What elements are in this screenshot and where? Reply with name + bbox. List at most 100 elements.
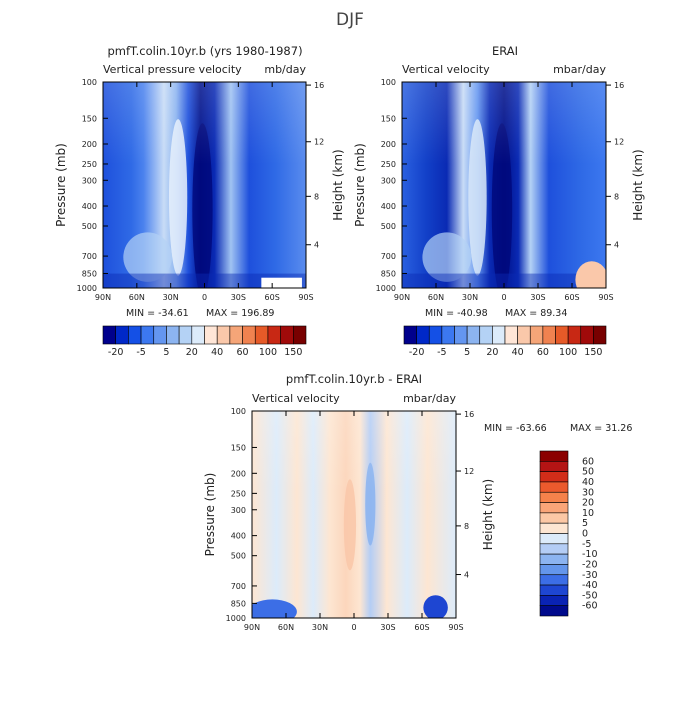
y-right-tick-label: 12 bbox=[314, 138, 324, 147]
colorbar-label: -10 bbox=[582, 549, 598, 560]
y-tick-label: 200 bbox=[231, 469, 246, 478]
y-tick-label: 300 bbox=[231, 506, 246, 515]
field-shade bbox=[252, 411, 456, 618]
colorbar-swatch bbox=[567, 325, 582, 345]
colorbar-swatch bbox=[492, 325, 506, 345]
y-right-tick-label: 16 bbox=[614, 81, 624, 90]
panel-title: ERAI bbox=[492, 44, 518, 58]
min-label: MIN = -40.98 bbox=[425, 308, 488, 319]
panel-subtitle: Vertical velocity bbox=[402, 63, 490, 76]
min-label: MIN = -63.66 bbox=[484, 423, 547, 434]
y-right-axis-label: Height (km) bbox=[631, 149, 645, 220]
colorbar-swatch bbox=[166, 325, 180, 345]
panel-units: mb/day bbox=[264, 63, 306, 76]
colorbar-swatch bbox=[102, 325, 116, 345]
colorbar-swatch bbox=[242, 325, 256, 345]
colorbar-swatch bbox=[517, 325, 531, 345]
colorbar-label: -5 bbox=[582, 539, 591, 550]
field-shade bbox=[402, 82, 606, 288]
colorbar-label: 60 bbox=[537, 347, 549, 358]
y-tick-label: 400 bbox=[82, 202, 97, 211]
y-tick-label: 700 bbox=[82, 252, 97, 261]
y-right-tick-label: 4 bbox=[314, 241, 319, 250]
x-tick-label: 60N bbox=[428, 293, 444, 302]
colorbar-swatch bbox=[593, 325, 607, 345]
colorbar-label: 100 bbox=[259, 347, 277, 358]
colorbar: -20 -5 5 20 40 60 100 150 bbox=[403, 325, 607, 358]
y-tick-label: 150 bbox=[381, 114, 396, 123]
y-tick-label: 1000 bbox=[226, 614, 246, 623]
colorbar-swatch bbox=[580, 325, 594, 345]
colorbar-label: 40 bbox=[512, 347, 524, 358]
x-tick-label: 30N bbox=[163, 293, 179, 302]
y-tick-label: 500 bbox=[231, 552, 246, 561]
colorbar-swatch bbox=[539, 481, 569, 493]
colorbar-swatch bbox=[204, 325, 218, 345]
x-tick-label: 90S bbox=[448, 623, 463, 632]
x-tick-label: 30N bbox=[312, 623, 328, 632]
colorbar-swatch bbox=[153, 325, 167, 345]
x-tick-label: 30N bbox=[462, 293, 478, 302]
y-right-tick-label: 4 bbox=[464, 571, 469, 580]
heatmap-field bbox=[402, 82, 606, 288]
y-axis-label: Pressure (mb) bbox=[54, 143, 68, 227]
x-tick-label: 60S bbox=[564, 293, 579, 302]
colorbar-label: -5 bbox=[136, 347, 145, 358]
y-tick-label: 250 bbox=[82, 160, 97, 169]
colorbar-label: -30 bbox=[582, 570, 598, 581]
colorbar-swatch bbox=[539, 564, 569, 576]
y-tick-label: 850 bbox=[82, 269, 97, 278]
colorbar-label: -20 bbox=[582, 559, 598, 570]
panel-units: mbar/day bbox=[553, 63, 606, 76]
y-axis-label: Pressure (mb) bbox=[203, 473, 217, 557]
colorbar-swatch bbox=[229, 325, 243, 345]
y-right-tick-label: 8 bbox=[314, 192, 319, 201]
colorbar-swatch bbox=[539, 595, 569, 606]
colorbar-swatch bbox=[140, 325, 155, 345]
y-tick-label: 100 bbox=[381, 78, 396, 87]
colorbar-swatch bbox=[539, 605, 569, 617]
x-tick-label: 60S bbox=[265, 293, 280, 302]
y-tick-label: 200 bbox=[381, 140, 396, 149]
y-right-tick-label: 12 bbox=[464, 467, 474, 476]
colorbar-label: -40 bbox=[582, 580, 598, 591]
y-tick-label: 400 bbox=[381, 202, 396, 211]
colorbar-swatch bbox=[128, 325, 142, 345]
colorbar-label: 30 bbox=[582, 487, 594, 498]
panel-title: pmfT.colin.10yr.b - ERAI bbox=[286, 372, 422, 386]
y-tick-label: 1000 bbox=[77, 284, 97, 293]
y-right-tick-label: 16 bbox=[314, 81, 324, 90]
colorbar-swatch bbox=[539, 461, 569, 472]
colorbar-swatch bbox=[454, 325, 468, 345]
colorbar-swatch bbox=[539, 450, 569, 462]
colorbar-label: 0 bbox=[582, 529, 588, 540]
colorbar-swatch bbox=[539, 543, 569, 555]
colorbar-swatch bbox=[441, 325, 455, 345]
x-tick-label: 90N bbox=[244, 623, 260, 632]
y-tick-label: 100 bbox=[82, 78, 97, 87]
colorbar-label: 5 bbox=[464, 347, 470, 358]
colorbar-swatch bbox=[504, 325, 518, 345]
colorbar-label: 40 bbox=[211, 347, 223, 358]
y-right-tick-label: 8 bbox=[464, 522, 469, 531]
y-right-tick-label: 8 bbox=[614, 192, 619, 201]
colorbar-swatch bbox=[539, 533, 569, 545]
colorbar-swatch bbox=[416, 325, 430, 345]
y-tick-label: 700 bbox=[231, 582, 246, 591]
min-label: MIN = -34.61 bbox=[126, 308, 189, 319]
x-tick-label: 0 bbox=[202, 293, 207, 302]
colorbar-label: 60 bbox=[237, 347, 249, 358]
colorbar-swatch bbox=[254, 325, 269, 345]
y-tick-label: 150 bbox=[82, 114, 97, 123]
y-right-tick-label: 4 bbox=[614, 241, 619, 250]
colorbar-swatch bbox=[542, 325, 556, 345]
colorbar-label: 50 bbox=[582, 467, 594, 478]
y-tick-label: 200 bbox=[82, 140, 97, 149]
colorbar-swatch bbox=[539, 502, 569, 514]
panel-3: pmfT.colin.10yr.b - ERAI Vertical velocit… bbox=[203, 372, 632, 632]
colorbar-label: 5 bbox=[163, 347, 169, 358]
colorbar-swatch bbox=[539, 574, 569, 586]
